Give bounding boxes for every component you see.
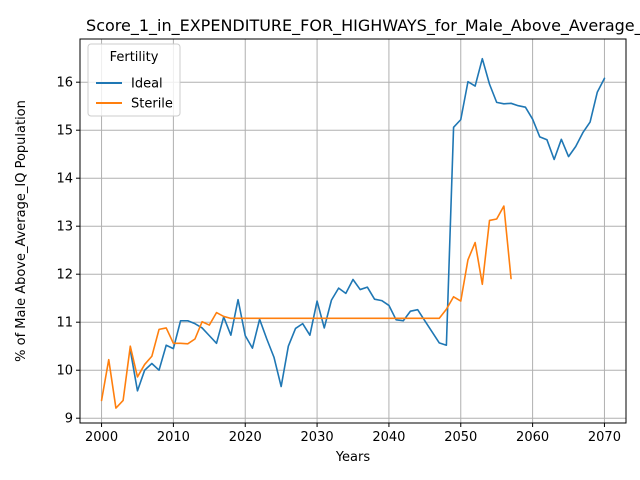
x-tick-label: 2050 xyxy=(444,430,477,445)
x-tick-label: 2060 xyxy=(516,430,549,445)
series-line-ideal xyxy=(129,57,606,392)
x-axis-label: Years xyxy=(335,450,371,465)
legend: Fertility Ideal Sterile xyxy=(87,43,181,117)
y-tick-label: 13 xyxy=(56,220,73,235)
legend-title: Fertility xyxy=(110,50,159,65)
grid xyxy=(80,39,626,423)
x-tick-label: 2000 xyxy=(85,430,118,445)
x-tick-label: 2030 xyxy=(301,430,334,445)
y-tick-label: 11 xyxy=(56,316,73,331)
chart-title: Score_1_in_EXPENDITURE_FOR_HIGHWAYS_for_… xyxy=(86,16,640,36)
series-line-sterile xyxy=(100,205,512,409)
y-tick-label: 15 xyxy=(56,124,73,139)
x-tick-label: 2070 xyxy=(588,430,621,445)
legend-entry-sterile: Sterile xyxy=(131,97,173,112)
y-axis-label: % of Male Above_Average_IQ Population xyxy=(14,100,29,362)
ticks: 2000 2010 2020 2030 2040 2050 2060 2070 9 10 11 12 1… xyxy=(56,76,621,445)
series-layer xyxy=(100,57,606,409)
y-tick-label: 12 xyxy=(56,268,73,283)
legend-entry-ideal: Ideal xyxy=(131,77,163,92)
x-tick-label: 2040 xyxy=(372,430,405,445)
x-tick-label: 2010 xyxy=(157,430,190,445)
legend-box xyxy=(87,43,181,117)
y-tick-label: 14 xyxy=(56,172,73,187)
plot-area-frame xyxy=(79,38,627,424)
y-tick-label: 10 xyxy=(56,364,73,379)
x-tick-label: 2020 xyxy=(229,430,262,445)
y-tick-label: 9 xyxy=(65,412,73,427)
y-tick-label: 16 xyxy=(56,76,73,91)
